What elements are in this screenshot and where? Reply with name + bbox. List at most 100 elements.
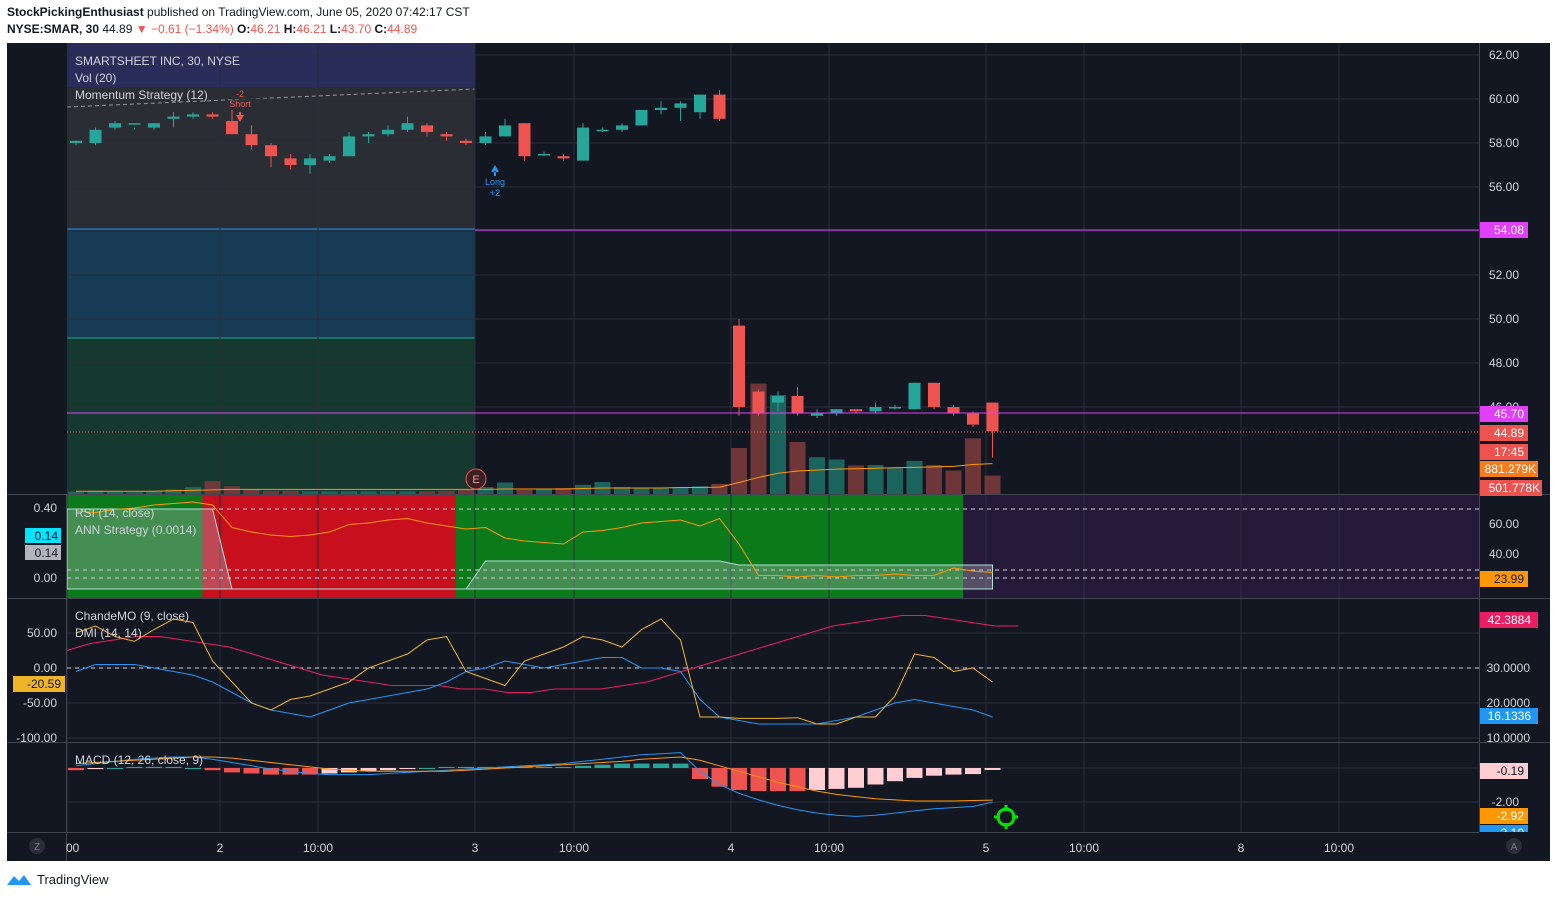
pane-separators bbox=[7, 43, 1550, 861]
candle-body bbox=[148, 123, 160, 128]
macd-histogram-bar bbox=[633, 763, 650, 768]
volume-bar bbox=[302, 491, 318, 494]
badge-last-price-bg bbox=[1480, 425, 1528, 441]
candle-body bbox=[596, 129, 609, 132]
earnings-marker[interactable]: E bbox=[465, 468, 487, 490]
publisher-name[interactable]: StockPickingEnthusiast bbox=[7, 5, 144, 19]
candle-body bbox=[967, 413, 979, 425]
candle-body bbox=[440, 134, 453, 137]
volume-bar bbox=[789, 442, 806, 494]
candle-body bbox=[947, 407, 960, 414]
chande-left-tick: -50.00 bbox=[23, 696, 57, 710]
main-bg-band-green bbox=[67, 338, 475, 494]
volume-bar bbox=[438, 490, 455, 494]
candle-body bbox=[713, 94, 726, 119]
badge-vol-ma-bg bbox=[1480, 461, 1538, 477]
macd-histogram-bar bbox=[731, 768, 747, 790]
price-change: ▼ −0.61 (−1.34%) bbox=[135, 22, 234, 36]
volume-bar bbox=[809, 457, 825, 494]
badge-vol-bg bbox=[1480, 480, 1542, 496]
candle-body bbox=[752, 391, 765, 414]
ann-badge-bg bbox=[25, 528, 61, 543]
badge-vol-ma: 881.279K bbox=[1485, 462, 1536, 476]
long-signal: Long +2 bbox=[485, 165, 505, 198]
badge-countdown-bg bbox=[1480, 444, 1528, 460]
ann-badge2-bg bbox=[25, 545, 61, 560]
macd-signal-badge: -2.92 bbox=[1497, 809, 1525, 823]
legend-rsi: RSI (14, close) bbox=[75, 506, 154, 520]
macd-histogram-bar bbox=[692, 768, 708, 779]
time-tick: 2 bbox=[217, 841, 224, 855]
badge-countdown: 17:45 bbox=[1494, 445, 1524, 459]
macd-histogram-bar bbox=[887, 768, 903, 782]
long-signal-qty: +2 bbox=[490, 188, 500, 198]
volume-bar bbox=[672, 487, 689, 494]
legend-macd[interactable]: MACD (12, 26, close, 9) bbox=[75, 753, 203, 767]
macd-histogram-bar bbox=[399, 768, 416, 770]
last-price: 44.89 bbox=[102, 22, 133, 36]
dmi-minus-badge: 42.3884 bbox=[1488, 613, 1532, 627]
publish-info: StockPickingEnthusiast published on Trad… bbox=[7, 5, 470, 19]
macd-histogram-bar bbox=[185, 768, 201, 769]
dmi-minus-badge-bg bbox=[1480, 612, 1538, 628]
macd-histogram-bar bbox=[867, 768, 884, 785]
open-value: 46.21 bbox=[250, 22, 281, 36]
candle-body bbox=[187, 114, 199, 117]
legend-volume: Vol (20) bbox=[75, 71, 116, 85]
high-label: H: bbox=[283, 22, 297, 36]
macd-histogram-bar bbox=[926, 768, 942, 776]
rsi-line bbox=[75, 501, 993, 578]
legend-dmi: DMI (14, 14) bbox=[75, 626, 142, 640]
candle-body bbox=[226, 121, 238, 135]
footer-brand[interactable]: TradingView bbox=[37, 872, 109, 887]
ann-badge: 0.14 bbox=[35, 529, 59, 543]
price-tick: 56.00 bbox=[1489, 180, 1519, 194]
volume-bar bbox=[906, 460, 923, 494]
volume-bar bbox=[945, 470, 962, 494]
long-signal-label: Long bbox=[485, 177, 505, 187]
crosshair-cursor[interactable] bbox=[994, 805, 1018, 829]
symbol-interval: NYSE:SMAR, 30 bbox=[7, 22, 100, 36]
short-signal: -2 Short bbox=[229, 89, 251, 122]
volume-bar bbox=[477, 487, 494, 494]
axis-corner-left-label: Z bbox=[34, 842, 40, 853]
volume-bar bbox=[711, 483, 728, 494]
candle-body bbox=[167, 116, 180, 119]
time-tick: 4 bbox=[728, 841, 735, 855]
axis-corner-right[interactable]: A bbox=[1506, 838, 1522, 854]
volume-bar bbox=[926, 465, 942, 494]
candle-body bbox=[265, 145, 277, 157]
macd-histogram-bar bbox=[614, 763, 630, 768]
rsi-region-long bbox=[456, 495, 964, 598]
main-bg-band-blue bbox=[67, 229, 475, 338]
volume-bar bbox=[516, 489, 533, 494]
macd-line bbox=[75, 752, 993, 817]
volume-bar bbox=[107, 491, 123, 494]
candle-body bbox=[518, 123, 531, 157]
volume-bar bbox=[828, 459, 845, 494]
volume-bar bbox=[458, 489, 474, 494]
macd-hist-badge: -0.19 bbox=[1497, 764, 1525, 778]
macd-hist-badge-bg bbox=[1480, 763, 1528, 779]
dmi-right-tick: 10.0000 bbox=[1487, 731, 1531, 745]
axis-corner-left[interactable]: Z bbox=[29, 838, 45, 854]
main-legend[interactable]: SMARTSHEET INC, 30, NYSE Vol (20) Moment… bbox=[75, 54, 240, 102]
candle-body bbox=[401, 123, 414, 130]
candle-body bbox=[869, 407, 882, 412]
chande-left-tick: 0.00 bbox=[34, 661, 58, 675]
chande-legend[interactable]: ChandeMO (9, close) DMI (14, 14) bbox=[75, 609, 189, 640]
macd-histogram-bar bbox=[965, 768, 981, 775]
volume-bar bbox=[692, 486, 708, 494]
volume-bar bbox=[165, 489, 182, 494]
price-tick: 52.00 bbox=[1489, 268, 1519, 282]
volume-bars bbox=[68, 383, 1001, 494]
volume-bar bbox=[341, 491, 357, 494]
time-tick: 3 bbox=[472, 841, 479, 855]
macd-histogram-bar bbox=[770, 768, 786, 792]
time-tick: 10:00 bbox=[303, 841, 333, 855]
price-tick: 50.00 bbox=[1489, 312, 1519, 326]
candle-body bbox=[245, 134, 258, 146]
rsi-legend[interactable]: RSI (14, close) ANN Strategy (0.0014) bbox=[75, 506, 196, 537]
macd-signal-badge-bg bbox=[1480, 808, 1528, 824]
